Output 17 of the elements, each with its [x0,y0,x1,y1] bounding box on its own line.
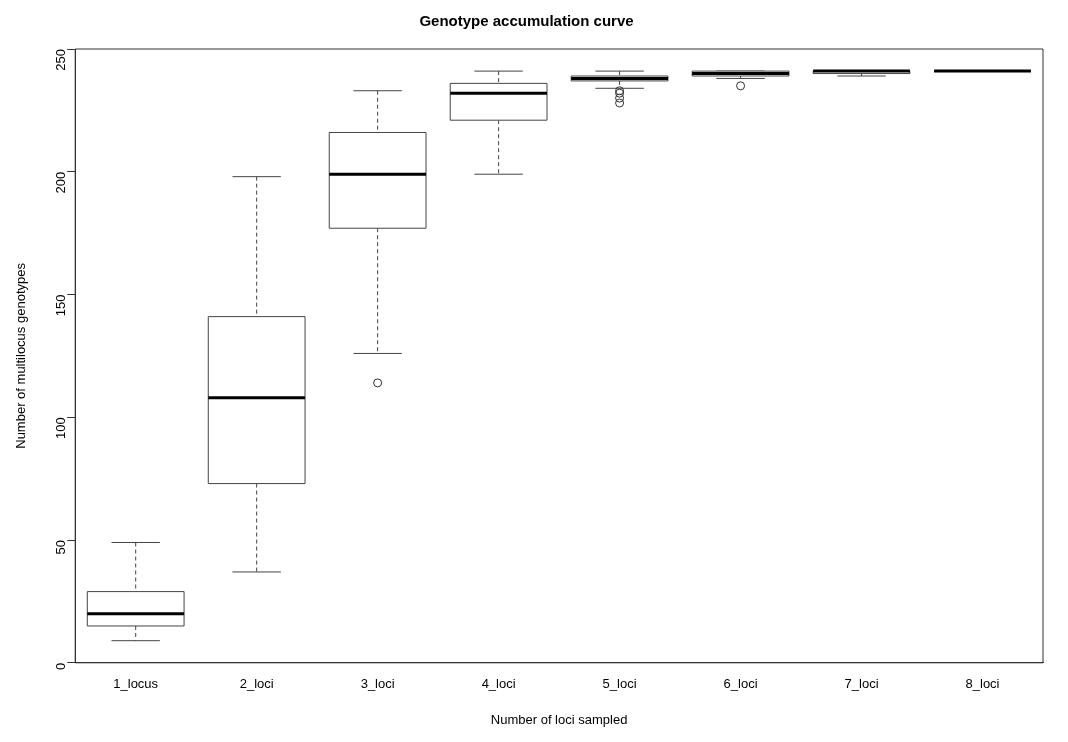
chart-title: Genotype accumulation curve [419,12,634,30]
x-tick-label: 1_locus [113,676,159,692]
x-tick-label: 4_loci [481,676,516,692]
y-tick-label: 250 [52,49,68,71]
x-tick-label: 6_loci [723,676,758,692]
y-tick-label: 0 [52,662,68,671]
y-tick-label: 100 [52,417,68,439]
y-tick-label: 150 [52,294,68,317]
x-tick-label: 7_loci [844,676,879,692]
x-tick-label: 5_loci [602,676,637,692]
x-tick-label: 8_loci [965,676,1000,692]
x-axis-title: Number of loci sampled [490,711,628,727]
x-tick-label: 2_loci [239,676,274,692]
x-tick-label: 3_loci [360,676,395,692]
y-axis-title: Number of multilocus genotypes [13,262,29,449]
y-tick-label: 200 [52,171,68,194]
y-tick-label: 50 [52,540,68,555]
